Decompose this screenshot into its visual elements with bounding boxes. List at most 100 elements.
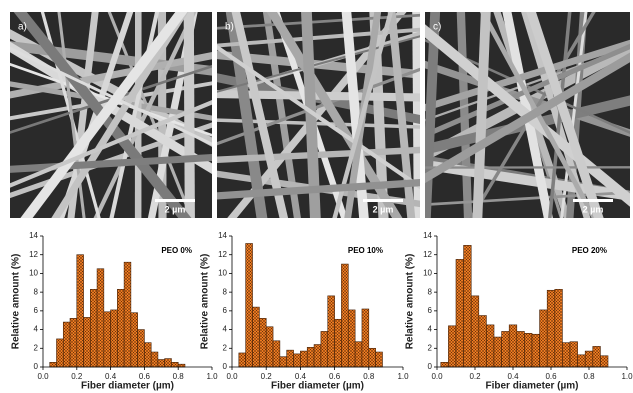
bar-hatch — [90, 289, 98, 367]
x-tick-label: 1.0 — [206, 372, 218, 381]
bar-hatch — [137, 329, 145, 367]
x-tick-label: 0.6 — [139, 372, 151, 381]
x-tick-label: 0.2 — [469, 372, 481, 381]
x-tick-label: 0.4 — [507, 372, 519, 381]
fiber — [266, 12, 403, 218]
bar-hatch — [157, 359, 165, 367]
fiber — [332, 12, 394, 218]
bar-hatch — [110, 309, 118, 367]
panel-label: b) — [225, 22, 234, 33]
bar-hatch — [151, 352, 158, 367]
panel-label: a) — [18, 22, 27, 33]
x-tick-label: 0.8 — [173, 372, 185, 381]
bar-hatch — [592, 346, 601, 367]
y-tick-label: 8 — [34, 287, 39, 296]
y-tick-label: 10 — [423, 269, 432, 278]
bar-hatch — [238, 352, 246, 367]
scale-bar-label: 2 µm — [373, 204, 394, 214]
bar-hatch — [144, 342, 152, 367]
bar-hatch — [524, 333, 532, 367]
y-tick-label: 4 — [428, 325, 433, 334]
bar-hatch — [76, 254, 84, 367]
scale-bar — [573, 199, 613, 202]
y-tick-label: 14 — [29, 231, 38, 240]
bar-hatch — [368, 348, 376, 367]
bar-hatch — [486, 324, 494, 367]
x-tick-label: 0.6 — [545, 372, 557, 381]
bar-hatch — [97, 268, 104, 367]
bar-hatch — [83, 317, 91, 367]
bar-hatch — [348, 309, 356, 367]
bar-hatch — [501, 331, 510, 367]
scale-bar — [363, 199, 403, 202]
bar-hatch — [456, 259, 464, 367]
x-axis-label: Fiber diameter (µm) — [485, 381, 578, 392]
bar-hatch — [279, 356, 287, 367]
bar-hatch — [554, 289, 563, 367]
fiber — [57, 12, 86, 218]
bar-hatch — [178, 364, 185, 367]
annotation: PEO 20% — [572, 246, 607, 255]
bar-hatch — [355, 341, 362, 367]
fiber — [456, 12, 473, 218]
x-tick-label: 1.0 — [397, 372, 409, 381]
y-tick-label: 6 — [428, 306, 433, 315]
bar-hatch — [494, 337, 502, 367]
x-tick-label: 0.0 — [226, 372, 238, 381]
bar-hatch — [293, 353, 301, 367]
bar-hatch — [103, 311, 111, 367]
bar-hatch — [463, 245, 472, 367]
fiber — [183, 12, 195, 218]
y-tick-label: 6 — [223, 306, 228, 315]
bar-hatch — [440, 362, 449, 367]
fiber — [109, 12, 160, 218]
y-tick-label: 2 — [223, 343, 228, 352]
panel-label: c) — [433, 22, 441, 33]
bar-hatch — [361, 308, 369, 367]
fiber — [10, 99, 212, 188]
bar-hatch — [539, 309, 548, 367]
x-tick-label: 0.0 — [431, 372, 443, 381]
bar-hatch — [117, 289, 125, 367]
fiber — [425, 191, 630, 206]
y-axis-label: Relative amount (%) — [11, 254, 22, 350]
y-tick-label: 10 — [29, 269, 38, 278]
bar-hatch — [171, 362, 179, 367]
bar-hatch — [124, 262, 131, 367]
x-tick-label: 0.2 — [71, 372, 83, 381]
fiber — [10, 46, 212, 146]
fiber — [10, 153, 212, 173]
fiber — [217, 44, 420, 190]
bar-hatch — [286, 350, 294, 367]
fiber — [526, 12, 604, 218]
bar-hatch — [375, 352, 383, 367]
x-tick-label: 0.8 — [363, 372, 375, 381]
bar-hatch — [341, 264, 349, 367]
y-tick-label: 4 — [34, 325, 39, 334]
bar-hatch — [509, 324, 517, 367]
bar-hatch — [252, 307, 260, 367]
x-tick-label: 0.2 — [261, 372, 273, 381]
bar-hatch — [471, 295, 479, 367]
bar-hatch — [562, 342, 570, 367]
bar-hatch — [164, 358, 172, 367]
x-tick-label: 1.0 — [621, 372, 633, 381]
bar-hatch — [570, 341, 578, 367]
bar-hatch — [334, 319, 342, 367]
bar-hatch — [516, 331, 525, 367]
x-tick-label: 0.4 — [295, 372, 307, 381]
bar-hatch — [49, 362, 57, 367]
bar-hatch — [273, 340, 280, 367]
bar-hatch — [532, 334, 540, 367]
fiber — [425, 52, 630, 184]
y-tick-label: 6 — [34, 306, 39, 315]
y-tick-label: 12 — [218, 250, 227, 259]
bar-hatch — [448, 325, 456, 367]
scale-bar — [155, 199, 195, 202]
bar-hatch — [585, 351, 593, 367]
bar-hatch — [320, 331, 328, 367]
bar-hatch — [63, 322, 71, 367]
x-tick-label: 0.0 — [37, 372, 49, 381]
y-tick-label: 14 — [423, 231, 432, 240]
